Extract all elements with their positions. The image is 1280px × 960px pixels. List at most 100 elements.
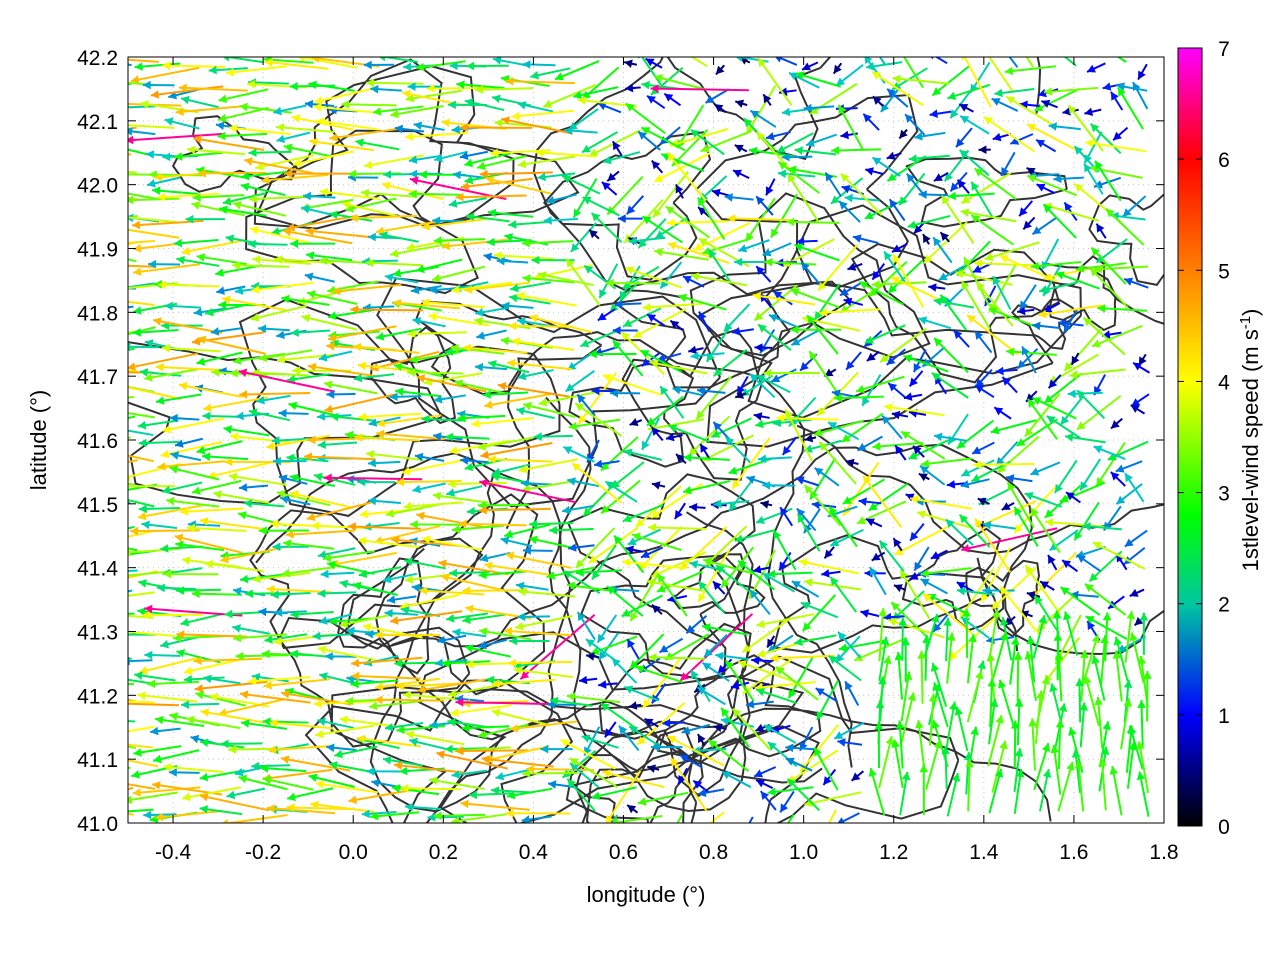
wind-vector: [462, 586, 528, 596]
wind-vector: [909, 495, 973, 510]
wind-vector: [509, 720, 578, 733]
wind-vector: [174, 437, 203, 448]
wind-vector: [763, 368, 820, 378]
wind-vector: [496, 256, 529, 266]
wind-vector: [522, 401, 576, 419]
contour-line: [304, 679, 574, 823]
wind-vector: [919, 465, 946, 486]
wind-vector: [683, 479, 731, 495]
wind-vector: [416, 511, 487, 529]
wind-vector: [163, 569, 219, 579]
wind-vector: [1084, 582, 1127, 616]
wind-vector: [781, 152, 813, 162]
wind-vector: [840, 172, 883, 216]
wind-vector: [1074, 760, 1085, 812]
wind-vector: [574, 402, 623, 437]
wind-vector: [382, 756, 423, 767]
wind-vector: [134, 671, 176, 682]
wind-vector: [500, 336, 553, 349]
wind-vector: [842, 461, 880, 517]
wind-vector: [731, 707, 772, 752]
wind-vector: [1086, 62, 1106, 73]
wind-vector: [920, 578, 948, 595]
wind-vector: [1046, 415, 1081, 439]
wind-vector: [248, 408, 291, 422]
wind-vector: [960, 172, 1012, 205]
wind-vector: [305, 227, 377, 239]
wind-vector: [881, 414, 903, 440]
wind-vector: [814, 466, 840, 487]
wind-vector: [204, 303, 249, 317]
wind-vector: [329, 127, 398, 142]
wind-vector: [770, 193, 798, 238]
wind-vector: [452, 628, 487, 638]
wind-vector: [939, 231, 951, 243]
wind-vector: [757, 454, 792, 464]
wind-vector: [640, 126, 686, 152]
wind-vector: [366, 767, 401, 776]
wind-vector: [597, 308, 616, 322]
wind-vector: [431, 265, 486, 283]
wind-vector: [128, 529, 156, 538]
wind-vector: [128, 240, 156, 244]
wind-vector: [232, 624, 270, 635]
wind-vector: [689, 57, 708, 68]
wind-vector: [827, 421, 859, 441]
wind-vector: [508, 220, 550, 229]
wind-vector: [128, 808, 154, 813]
wind-vector: [1032, 321, 1061, 331]
wind-vector: [384, 273, 419, 284]
contour-line: [696, 281, 1054, 448]
wind-vector: [404, 802, 442, 812]
wind-vector: [317, 440, 358, 449]
wind-vector: [842, 478, 885, 505]
contour-line: [656, 654, 822, 758]
wind-vector: [495, 768, 530, 781]
wind-vector: [900, 692, 916, 744]
wind-vector: [623, 59, 638, 68]
wind-vector: [218, 205, 267, 217]
wind-vector: [974, 517, 1011, 573]
wind-vector: [688, 415, 731, 457]
wind-vector: [1039, 768, 1052, 812]
wind-vector: [313, 472, 356, 486]
wind-vector: [649, 359, 708, 375]
wind-vector: [1123, 679, 1133, 723]
wind-vector: [407, 329, 468, 339]
wind-vector: [329, 761, 373, 774]
wind-vector: [651, 481, 666, 490]
wind-vector: [515, 581, 549, 591]
wind-vector: [421, 535, 483, 552]
wind-vector: [1013, 748, 1024, 793]
wind-vector: [1113, 636, 1129, 682]
wind-vector: [605, 278, 661, 288]
wind-vector: [1093, 264, 1149, 274]
wind-vector: [284, 169, 357, 178]
wind-vector: [676, 813, 684, 823]
wind-vector: [834, 393, 884, 403]
wind-vector: [289, 473, 336, 488]
wind-vector: [272, 542, 310, 552]
wind-vector: [491, 708, 550, 727]
wind-vector: [464, 98, 505, 112]
wind-vector: [959, 115, 990, 135]
wind-vector: [756, 374, 791, 394]
colorbar-ticks: 0 1 2 3 4 5 6 7: [1178, 38, 1230, 839]
wind-vector: [180, 507, 244, 516]
wind-vector: [757, 323, 792, 351]
wind-vector: [376, 414, 442, 428]
wind-vector: [784, 408, 814, 462]
wind-vector: [938, 263, 968, 281]
wind-vector: [606, 585, 644, 617]
wind-vector: [770, 368, 797, 383]
wind-vector: [999, 585, 1040, 635]
wind-vector: [436, 750, 508, 770]
wind-vector: [393, 298, 461, 310]
wind-vector: [1137, 699, 1146, 747]
x-tick-label: 0.2: [429, 841, 458, 864]
x-tick-label: 1.8: [1149, 841, 1178, 864]
wind-vector: [562, 445, 595, 463]
wind-vector: [701, 623, 749, 636]
wind-vector: [1013, 651, 1023, 702]
wind-vector: [128, 485, 176, 488]
